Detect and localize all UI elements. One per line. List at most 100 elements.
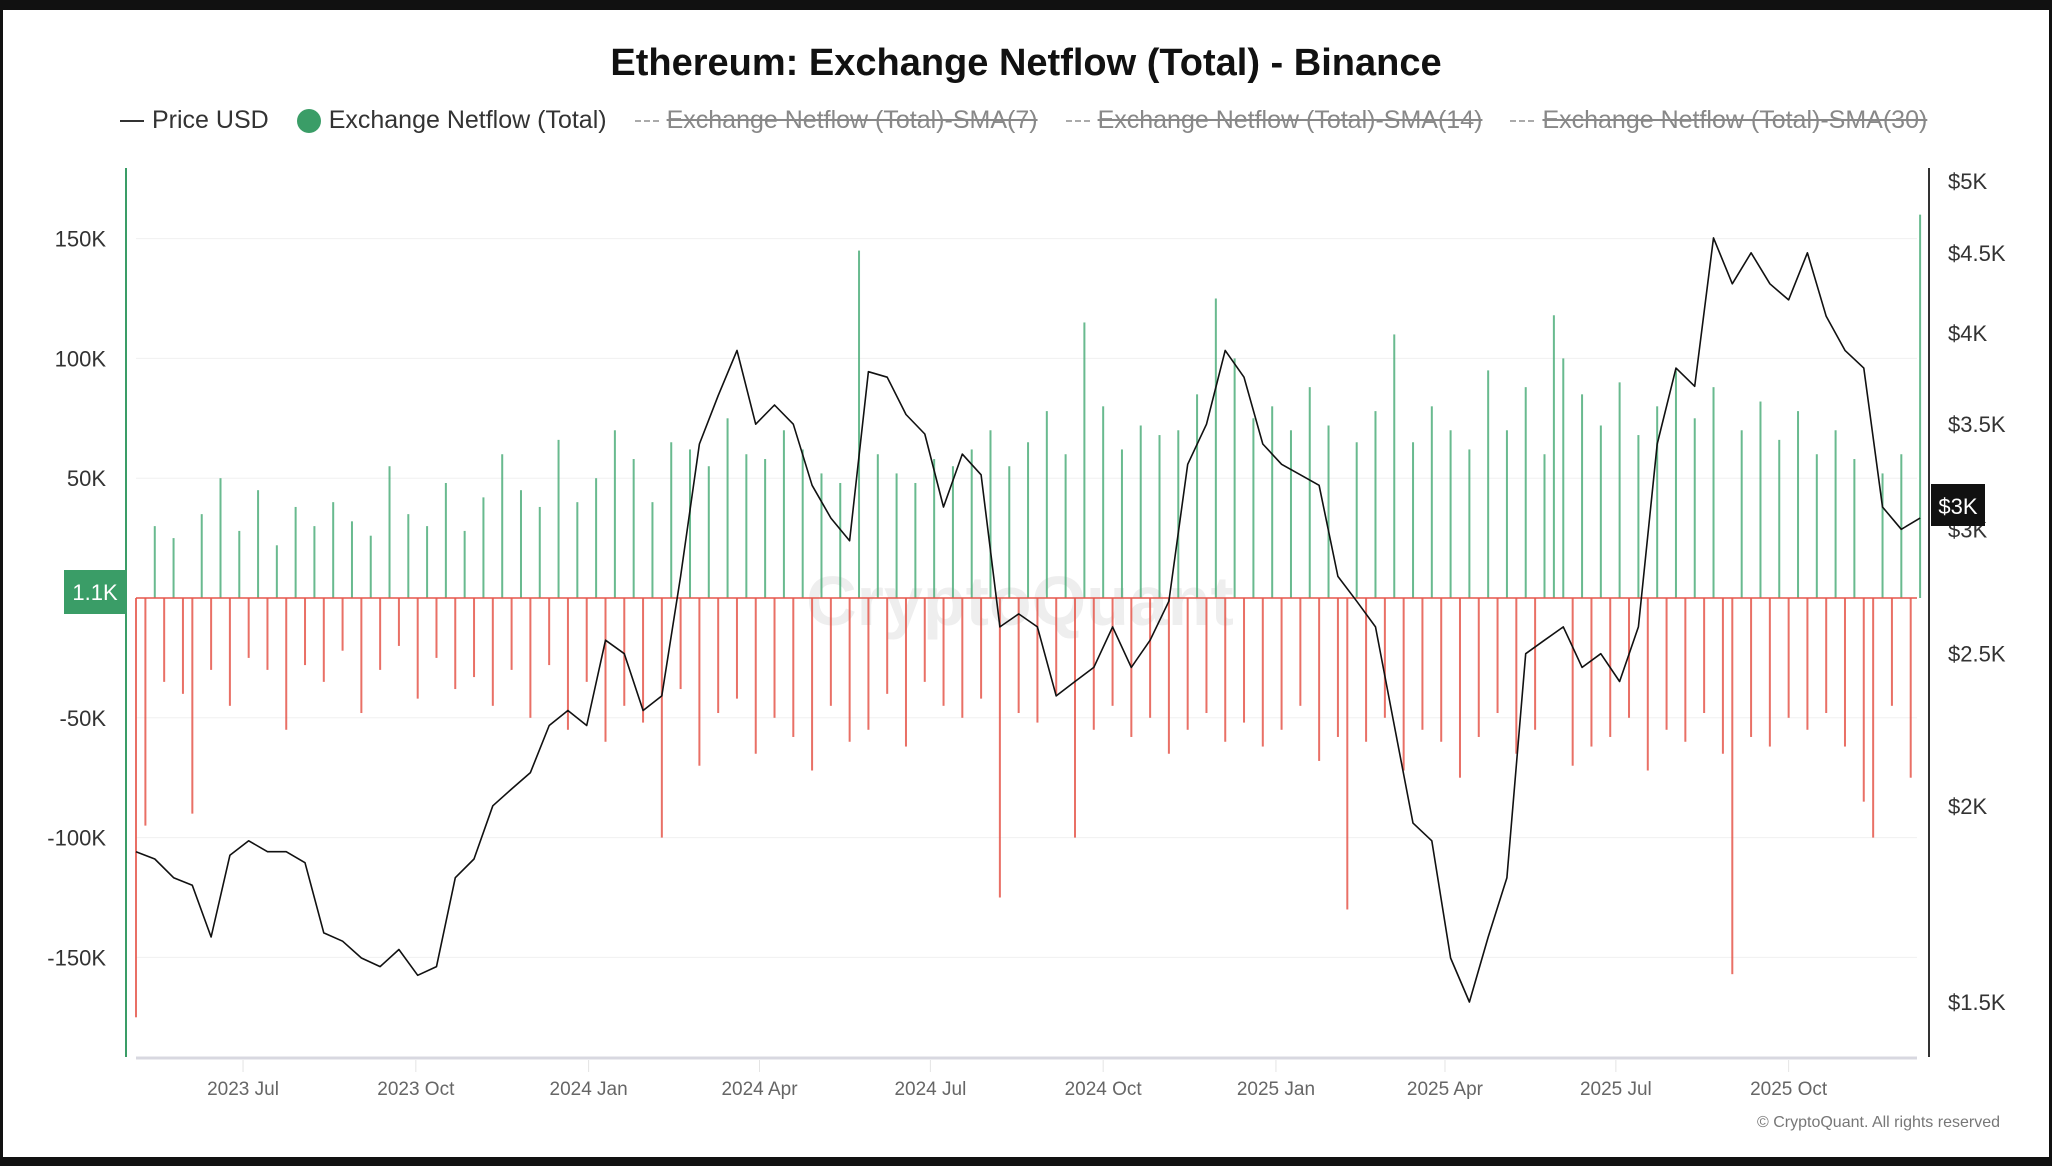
netflow-bar xyxy=(1505,430,1508,598)
netflow-bar xyxy=(1205,598,1208,714)
right-tick-label: $1.5K xyxy=(1948,990,2006,1015)
netflow-bar xyxy=(1834,430,1837,598)
netflow-bar xyxy=(876,454,879,598)
legend-item-netflow[interactable]: Exchange Netflow (Total) xyxy=(296,106,607,135)
netflow-bar xyxy=(135,598,137,1018)
netflow-bar xyxy=(829,598,832,706)
netflow-bar xyxy=(548,598,551,666)
netflow-bar xyxy=(1534,598,1537,730)
netflow-bar xyxy=(585,598,588,682)
netflow-bar xyxy=(1778,439,1781,598)
netflow-bar xyxy=(191,598,194,814)
netflow-bar xyxy=(1524,387,1527,598)
netflow-bar xyxy=(444,482,447,598)
netflow-bar xyxy=(792,598,795,737)
netflow-bar xyxy=(951,466,954,598)
netflow-bar xyxy=(726,418,729,598)
netflow-bar xyxy=(1449,430,1452,598)
netflow-bar xyxy=(1074,598,1076,838)
netflow-bar xyxy=(858,250,861,598)
netflow-bar xyxy=(623,598,626,706)
netflow-bar xyxy=(1233,358,1236,598)
netflow-bar xyxy=(1167,598,1170,754)
netflow-bar xyxy=(1599,425,1602,598)
netflow-bar xyxy=(501,454,504,598)
chart-panel xyxy=(3,10,2049,1157)
left-tick-label: -150K xyxy=(47,945,106,970)
netflow-bar xyxy=(379,598,382,670)
netflow-bar xyxy=(811,598,814,771)
legend-item-sma7[interactable]: Exchange Netflow (Total)-SMA(7) xyxy=(634,106,1038,135)
current-price-badge xyxy=(1931,484,1985,526)
netflow-bar xyxy=(1139,425,1142,598)
legend-item-price[interactable]: Price USD xyxy=(120,106,269,135)
x-tick-label: 2023 Oct xyxy=(377,1079,455,1100)
netflow-bar xyxy=(1224,598,1227,742)
netflow-bar xyxy=(1618,382,1621,598)
netflow-bar xyxy=(1261,598,1264,747)
legend-item-sma14[interactable]: Exchange Netflow (Total)-SMA(14) xyxy=(1065,106,1482,135)
right-tick-label: $3.5K xyxy=(1948,412,2006,437)
netflow-bar xyxy=(350,521,353,598)
copyright: © CryptoQuant. All rights reserved xyxy=(1757,1114,2000,1131)
netflow-bar xyxy=(1656,406,1659,598)
netflow-bar xyxy=(1289,430,1292,598)
netflow-bar xyxy=(923,598,926,682)
netflow-bar xyxy=(1721,598,1724,754)
netflow-bar xyxy=(839,482,842,598)
netflow-bar xyxy=(670,442,673,598)
right-tick-label: $2K xyxy=(1948,794,1987,819)
x-tick-label: 2025 Apr xyxy=(1407,1079,1484,1100)
netflow-bar xyxy=(247,598,250,658)
netflow-bar xyxy=(313,526,316,598)
x-tick-label: 2024 Apr xyxy=(721,1079,798,1100)
netflow-bar xyxy=(1515,598,1518,754)
netflow-bar xyxy=(745,454,748,598)
netflow-bar xyxy=(1092,598,1095,730)
netflow-bar xyxy=(717,598,720,714)
netflow-bar xyxy=(1731,598,1734,975)
netflow-bar xyxy=(1900,454,1903,598)
price-line xyxy=(135,237,1921,1003)
netflow-bar xyxy=(1336,598,1339,737)
netflow-bar xyxy=(595,478,598,598)
legend-item-sma30[interactable]: Exchange Netflow (Total)-SMA(30) xyxy=(1510,106,1927,135)
netflow-bar xyxy=(613,430,616,598)
netflow-bar xyxy=(1750,598,1753,737)
netflow-bar xyxy=(1496,598,1499,714)
netflow-bar xyxy=(153,526,156,598)
right-tick-label: $4.5K xyxy=(1948,241,2006,266)
netflow-bar xyxy=(1158,435,1161,598)
netflow-bar xyxy=(1712,387,1715,598)
netflow-bar xyxy=(1177,430,1180,598)
netflow-bar xyxy=(782,430,785,598)
netflow-bar xyxy=(642,598,645,723)
netflow-bar xyxy=(510,598,513,670)
netflow-bar xyxy=(332,502,335,598)
netflow-bar xyxy=(1412,442,1415,598)
x-tick-label: 2025 Oct xyxy=(1750,1079,1828,1100)
netflow-bar xyxy=(1036,598,1039,723)
right-tick-label: $4K xyxy=(1948,321,1987,346)
line-swatch-icon xyxy=(120,119,144,122)
netflow-bar xyxy=(1008,466,1011,598)
netflow-bar xyxy=(1825,598,1828,714)
netflow-bar xyxy=(1815,454,1818,598)
netflow-bar xyxy=(238,530,241,598)
netflow-bar xyxy=(1327,425,1330,598)
netflow-bar xyxy=(397,598,400,646)
netflow-bar xyxy=(181,598,184,694)
netflow-bar xyxy=(886,598,889,694)
netflow-bar xyxy=(1646,598,1649,771)
netflow-bar xyxy=(914,482,917,598)
x-tick-label: 2024 Oct xyxy=(1065,1079,1143,1100)
x-tick-label: 2024 Jul xyxy=(894,1079,966,1100)
netflow-bar xyxy=(660,598,663,838)
current-price-label: $3K xyxy=(1938,494,1977,519)
left-tick-label: 150K xyxy=(55,227,107,252)
netflow-bar xyxy=(1458,598,1461,778)
netflow-bar xyxy=(1365,598,1368,742)
netflow-bar xyxy=(1487,370,1490,598)
right-tick-label: $5K xyxy=(1948,169,1987,194)
